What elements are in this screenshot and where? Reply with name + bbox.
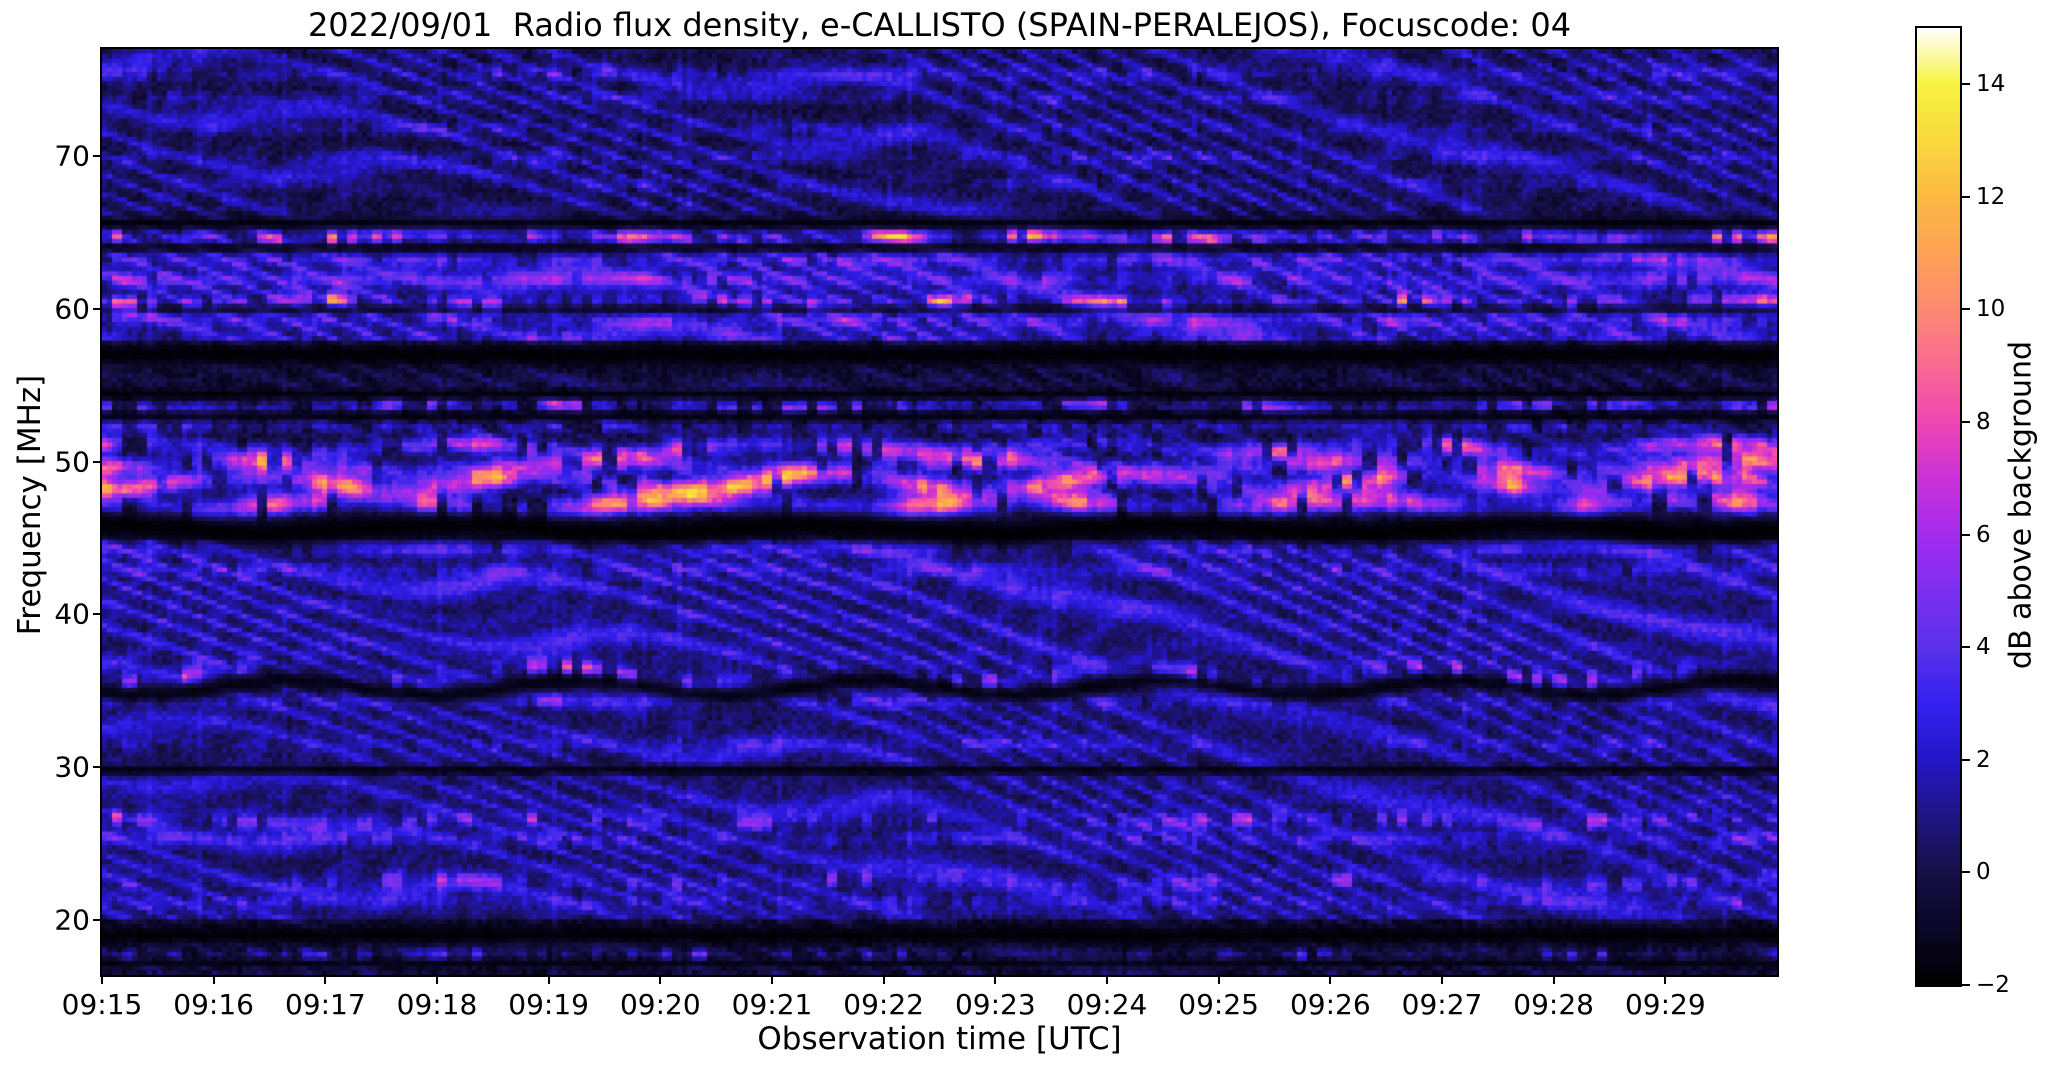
- x-tick-mark: [212, 975, 215, 984]
- x-tick-mark: [659, 975, 662, 984]
- x-tick-label: 09:29: [1624, 988, 1706, 1021]
- x-tick-mark: [1552, 975, 1555, 984]
- chart-title: 2022/09/01 Radio flux density, e-CALLIST…: [307, 6, 1572, 44]
- y-tick-mark: [93, 613, 102, 616]
- colorbar-tick-mark: [1962, 871, 1970, 874]
- x-tick-mark: [436, 975, 438, 984]
- colorbar-tick-mark: [1962, 758, 1970, 761]
- x-tick-mark: [101, 975, 103, 984]
- colorbar-tick-mark: [1962, 646, 1970, 649]
- y-tick-label: 70: [54, 139, 90, 173]
- y-tick-mark: [93, 154, 102, 157]
- x-tick-mark: [1329, 975, 1332, 984]
- x-tick-label: 09:24: [1066, 988, 1148, 1021]
- x-tick-label: 09:15: [61, 988, 143, 1021]
- colorbar-tick-label: 6: [1976, 521, 1991, 548]
- y-tick-mark: [93, 307, 102, 310]
- x-tick-label: 09:22: [843, 988, 925, 1021]
- x-tick-mark: [1664, 975, 1667, 984]
- colorbar-tick-mark: [1962, 83, 1970, 86]
- y-tick-label: 60: [54, 292, 90, 326]
- colorbar-tick-mark: [1962, 984, 1970, 986]
- x-axis-label: Observation time [UTC]: [757, 1021, 1122, 1057]
- x-tick-mark: [1106, 975, 1108, 984]
- colorbar-tick-label: 14: [1976, 71, 2006, 98]
- y-axis-label: Frequency [MHz]: [12, 374, 48, 636]
- x-tick-label: 09:20: [619, 988, 701, 1021]
- x-tick-mark: [324, 975, 327, 984]
- y-tick-label: 30: [54, 750, 90, 784]
- y-tick-mark: [93, 918, 102, 921]
- x-tick-mark: [994, 975, 997, 984]
- colorbar-tick-label: 0: [1976, 859, 1991, 886]
- colorbar-tick-label: 4: [1976, 634, 1991, 661]
- y-tick-mark: [93, 766, 102, 769]
- y-tick-mark: [93, 460, 102, 463]
- y-tick-label: 40: [54, 597, 90, 631]
- colorbar-tick-mark: [1962, 533, 1970, 536]
- colorbar-tick-label: 2: [1976, 746, 1991, 773]
- plot-area: [100, 47, 1779, 977]
- colorbar-tick-label: 8: [1976, 409, 1991, 436]
- x-tick-label: 09:21: [731, 988, 813, 1021]
- x-tick-label: 09:26: [1289, 988, 1371, 1021]
- colorbar-tick-label: 10: [1976, 296, 2006, 323]
- colorbar-tick-mark: [1962, 308, 1970, 311]
- colorbar-tick-label: 12: [1976, 183, 2006, 210]
- x-tick-label: 09:17: [284, 988, 366, 1021]
- y-tick-label: 20: [54, 903, 90, 937]
- colorbar-tick-mark: [1962, 421, 1970, 424]
- x-tick-mark: [882, 975, 885, 984]
- x-tick-mark: [1217, 975, 1220, 984]
- y-tick-label: 50: [54, 445, 90, 479]
- x-tick-label: 09:23: [954, 988, 1036, 1021]
- x-tick-label: 09:28: [1513, 988, 1595, 1021]
- x-tick-mark: [1441, 975, 1443, 984]
- colorbar-tick-label: −2: [1976, 972, 2010, 998]
- colorbar-tick-mark: [1962, 195, 1970, 198]
- x-tick-label: 09:27: [1401, 988, 1483, 1021]
- x-tick-mark: [771, 975, 773, 984]
- colorbar: [1915, 26, 1962, 987]
- x-tick-label: 09:19: [508, 988, 590, 1021]
- x-tick-label: 09:16: [173, 988, 255, 1021]
- x-tick-label: 09:18: [396, 988, 478, 1021]
- x-tick-mark: [547, 975, 550, 984]
- x-tick-label: 09:25: [1178, 988, 1260, 1021]
- spectrogram-canvas: [102, 49, 1777, 975]
- colorbar-label: dB above background: [2003, 340, 2039, 670]
